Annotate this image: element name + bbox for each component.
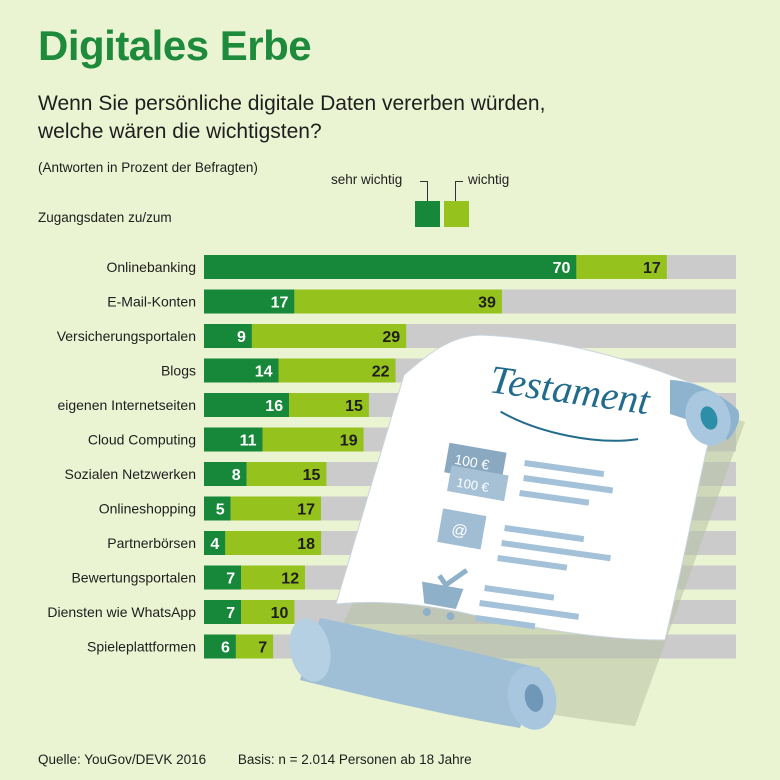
category-label: Sozialen Netzwerken [64,466,196,482]
legend-leader-line [420,181,428,202]
category-label: Bewertungsportalen [71,570,196,586]
category-label: Spieleplattformen [87,639,196,655]
bar-sehr-wichtig [204,531,226,555]
category-label: Onlineshopping [99,501,196,517]
data-label-sehr-wichtig: 7 [226,571,235,588]
data-label-sehr-wichtig: 6 [221,640,230,657]
svg-text:100 €: 100 € [455,475,490,496]
category-label: Partnerbörsen [107,535,196,551]
bar-wichtig [278,358,396,383]
data-label-wichtig: 10 [271,605,289,622]
data-label-sehr-wichtig: 17 [271,295,289,312]
sample-note: Basis: n = 2.014 Personen ab 18 Jahre [237,752,472,767]
chart-question: Wenn Sie persönliche digitale Daten vere… [38,90,738,146]
legend-label-sehr-wichtig: sehr wichtig [331,172,403,187]
bar-sehr-wichtig [204,462,247,486]
bar-sehr-wichtig [204,358,279,383]
category-label: Blogs [161,363,196,379]
category-label: Onlinebanking [106,259,196,275]
bar-sehr-wichtig [204,324,252,348]
data-label-sehr-wichtig: 70 [553,260,571,277]
bar-wichtig [241,565,305,590]
bar-sehr-wichtig [204,255,577,279]
bar-row: Versicherungsportalen 9 29 [57,324,736,348]
document-text-lines [497,524,611,571]
data-label-sehr-wichtig: 14 [255,364,273,381]
svg-text:100 €: 100 € [453,451,490,473]
footer: Quelle: YouGov/DEVK 2016 Basis: n = 2.01… [38,752,472,767]
data-label-sehr-wichtig: 8 [232,467,241,484]
bar-wichtig [576,255,667,279]
document-text-lines [519,459,614,506]
bar-row: E-Mail-Konten 17 39 [107,289,736,314]
data-label-wichtig: 15 [345,398,363,415]
bar-sehr-wichtig [204,600,242,624]
bar-sehr-wichtig [204,427,263,452]
data-label-wichtig: 17 [643,260,661,277]
category-label: Versicherungsportalen [57,328,196,344]
data-label-wichtig: 18 [297,536,315,553]
data-label-wichtig: 39 [478,295,496,312]
chart-question-line-2: welche wären die wichtigsten? [38,120,322,143]
bar-wichtig [251,324,407,348]
data-label-sehr-wichtig: 7 [226,605,235,622]
data-label-wichtig: 15 [303,467,321,484]
category-label: Cloud Computing [88,432,196,448]
data-label-sehr-wichtig: 16 [265,398,283,415]
bar-sehr-wichtig [204,565,242,590]
page-title: Digitales Erbe [38,22,312,69]
category-label: E-Mail-Konten [107,294,196,310]
source-note: Quelle: YouGov/DEVK 2016 [38,752,207,767]
data-label-sehr-wichtig: 5 [216,502,225,519]
bar-sehr-wichtig [204,634,236,659]
testament-scroll-illustration: Testament 100 € 100 € @ [289,334,745,730]
bar-wichtig [262,427,364,452]
banknote-icon: 100 € 100 € [444,442,509,502]
bar-sehr-wichtig [204,496,231,521]
category-label: Diensten wie WhatsApp [47,604,196,620]
data-label-sehr-wichtig: 11 [240,433,257,450]
bar-wichtig [235,634,274,659]
bar-wichtig [289,393,369,417]
email-envelope-icon: @ [437,508,487,550]
data-label-sehr-wichtig: 4 [210,536,219,553]
bar-wichtig [246,462,327,486]
data-label-sehr-wichtig: 9 [237,329,246,346]
data-label-wichtig: 17 [297,502,315,519]
data-label-wichtig: 7 [258,640,267,657]
bar-wichtig [230,496,321,521]
bar-wichtig [225,531,322,555]
bar-sehr-wichtig [204,393,290,417]
data-label-wichtig: 19 [340,433,358,450]
shopping-cart-check-icon [422,568,469,621]
category-label: eigenen Internetseiten [57,397,196,413]
bar-row: Onlinebanking 70 17 [106,255,736,279]
data-label-wichtig: 12 [281,571,299,588]
legend-swatch-sehr-wichtig [415,201,440,227]
chart-question-line-1: Wenn Sie persönliche digitale Daten vere… [38,92,546,115]
bar-wichtig [241,600,295,624]
data-label-wichtig: 29 [382,329,400,346]
category-axis-label: Zugangsdaten zu/zum [38,210,172,225]
bar-sehr-wichtig [204,289,295,314]
document-text-lines [475,585,580,630]
bar-wichtig [294,289,502,314]
legend-swatch-wichtig [444,201,469,227]
data-label-wichtig: 22 [372,364,390,381]
unit-note: (Antworten in Prozent der Befragten) [38,160,258,175]
legend-label-wichtig: wichtig [468,172,510,187]
svg-text:@: @ [450,521,469,541]
legend-leader-line [455,181,463,202]
